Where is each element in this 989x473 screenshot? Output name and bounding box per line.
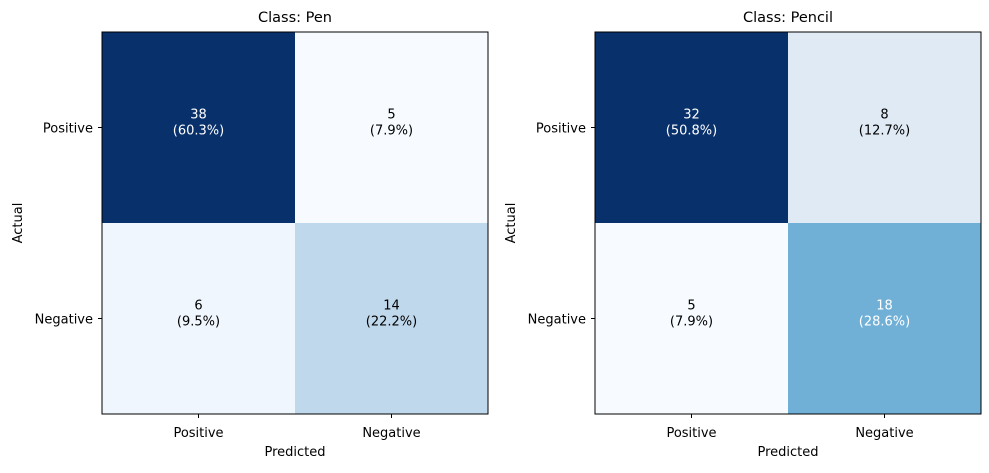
- cell-value-label: 6 (9.5%): [177, 299, 220, 330]
- x-tick-label: Positive: [666, 426, 716, 441]
- chart-title: Class: Pen: [258, 10, 332, 26]
- cell-value-label: 32 (50.8%): [666, 108, 717, 139]
- axes-frame: [101, 31, 489, 415]
- x-tick-label: Negative: [362, 426, 420, 441]
- cell-value-label: 18 (28.6%): [859, 299, 910, 330]
- x-axis-label: Predicted: [757, 445, 818, 460]
- y-tick-label: Positive: [536, 122, 586, 137]
- y-tick-label: Positive: [43, 122, 93, 137]
- y-axis-label: Actual: [504, 203, 519, 244]
- axes-frame: [594, 31, 982, 415]
- y-tick-label: Negative: [528, 313, 586, 328]
- heatmap-cell: [295, 32, 489, 224]
- x-tick-label: Positive: [173, 426, 223, 441]
- cell-value-label: 38 (60.3%): [173, 108, 224, 139]
- x-axis-label: Predicted: [264, 445, 325, 460]
- y-axis-label: Actual: [11, 203, 26, 244]
- cell-value-label: 5 (7.9%): [370, 108, 413, 139]
- y-tick-label: Negative: [35, 313, 93, 328]
- heatmap-cell: [102, 223, 296, 415]
- heatmap-cell: [595, 223, 789, 415]
- cell-value-label: 14 (22.2%): [366, 299, 417, 330]
- heatmap-cell: [788, 32, 982, 224]
- heatmap-cell: [788, 223, 982, 415]
- cell-value-label: 5 (7.9%): [670, 299, 713, 330]
- heatmap-cell: [595, 32, 789, 224]
- heatmap-cell: [102, 32, 296, 224]
- cell-value-label: 8 (12.7%): [859, 108, 910, 139]
- heatmap-cell: [295, 223, 489, 415]
- x-tick-label: Negative: [855, 426, 913, 441]
- chart-title: Class: Pencil: [743, 10, 833, 26]
